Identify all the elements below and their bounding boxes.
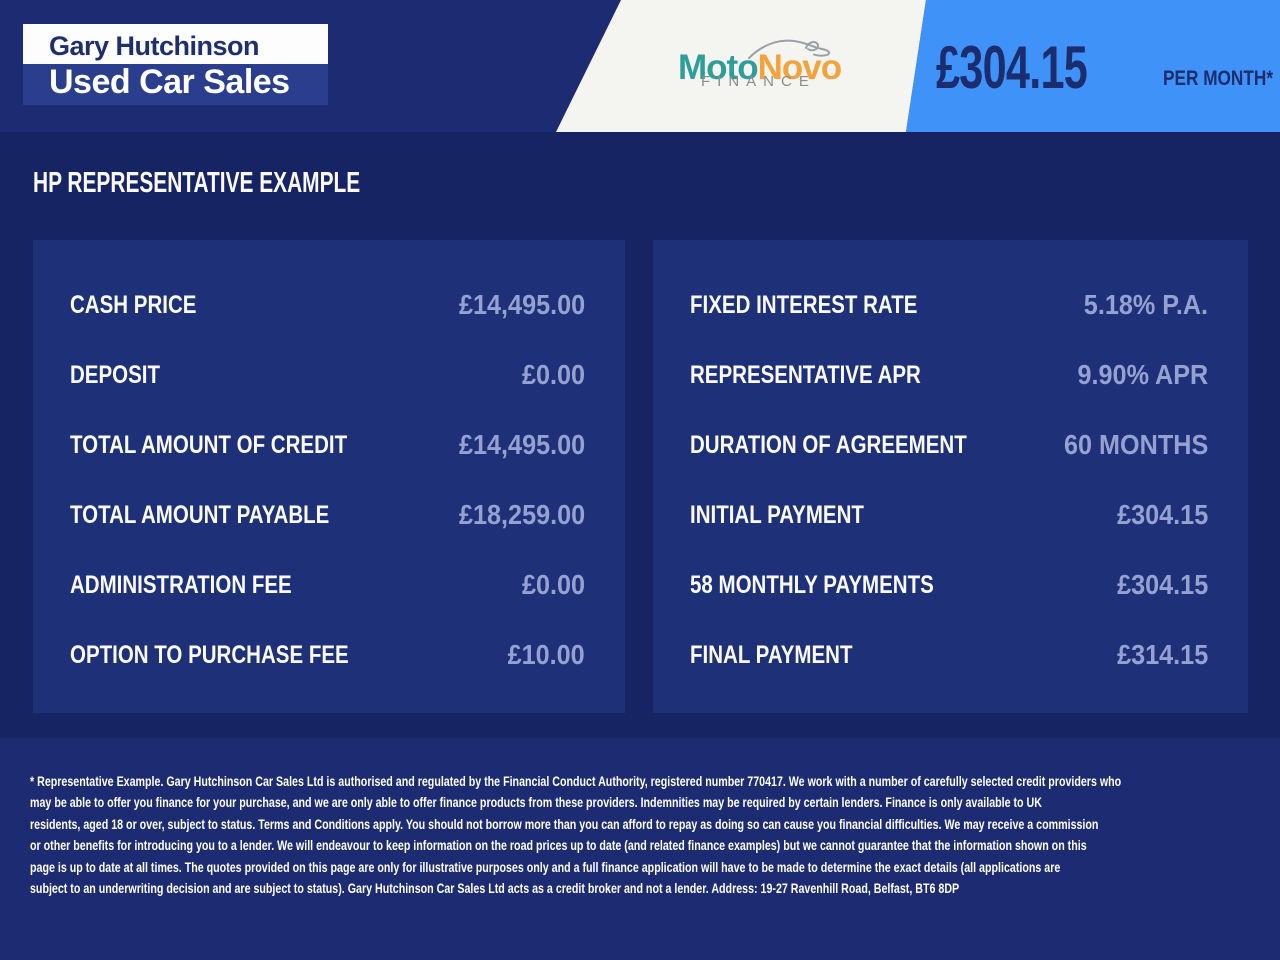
finance-row-label: 58 MONTHLY PAYMENTS [690, 570, 934, 599]
table-row: CASH PRICE £14,495.00 [70, 270, 585, 340]
disclaimer-text: * Representative Example. Gary Hutchinso… [30, 771, 1280, 899]
finance-row-label: CASH PRICE [70, 290, 197, 319]
finance-logo-novo: Novo [757, 48, 842, 87]
header: Gary Hutchinson Used Car Sales MotoNovo … [0, 0, 1280, 132]
finance-row-label: FINAL PAYMENT [690, 640, 853, 669]
disclaimer-line: may be able to offer you finance for you… [30, 794, 1042, 811]
finance-row-value: 5.18% P.A. [1083, 289, 1208, 320]
finance-logo-moto: Moto [678, 48, 759, 87]
finance-panel-right: FIXED INTEREST RATE 5.18% P.A. REPRESENT… [653, 240, 1248, 713]
table-row: FINAL PAYMENT £314.15 [690, 620, 1208, 690]
table-row: INITIAL PAYMENT £304.15 [690, 480, 1208, 550]
finance-row-value: £10.00 [507, 639, 585, 670]
finance-row-value: £0.00 [521, 569, 585, 600]
finance-panel-left: CASH PRICE £14,495.00 DEPOSIT £0.00 TOTA… [33, 240, 625, 713]
table-row: 58 MONTHLY PAYMENTS £304.15 [690, 550, 1208, 620]
disclaimer-line: subject to an underwriting decision and … [30, 880, 960, 897]
finance-panels: CASH PRICE £14,495.00 DEPOSIT £0.00 TOTA… [33, 240, 1248, 713]
page-title: HP REPRESENTATIVE EXAMPLE [33, 167, 361, 199]
finance-row-label: INITIAL PAYMENT [690, 500, 864, 529]
finance-row-value: £14,495.00 [458, 429, 585, 460]
finance-row-label: ADMINISTRATION FEE [70, 570, 292, 599]
dealer-logo-line2: Used Car Sales [23, 64, 328, 105]
finance-row-value: £314.15 [1116, 639, 1208, 670]
finance-row-label: DEPOSIT [70, 360, 160, 389]
finance-row-value: £18,259.00 [458, 499, 585, 530]
finance-row-value: £304.15 [1116, 499, 1208, 530]
table-row: REPRESENTATIVE APR 9.90% APR [690, 340, 1208, 410]
car-silhouette-icon [748, 39, 831, 59]
finance-row-label: OPTION TO PURCHASE FEE [70, 640, 349, 669]
disclaimer-line: page is up to date at all times. The quo… [30, 858, 1061, 875]
finance-row-label: TOTAL AMOUNT OF CREDIT [70, 430, 348, 459]
table-row: DEPOSIT £0.00 [70, 340, 585, 410]
finance-row-value: £0.00 [521, 359, 585, 390]
finance-row-value: 60 MONTHS [1063, 429, 1208, 460]
table-row: TOTAL AMOUNT PAYABLE £18,259.00 [70, 480, 585, 550]
finance-logo: MotoNovo [678, 48, 842, 87]
finance-row-label: TOTAL AMOUNT PAYABLE [70, 500, 330, 529]
monthly-price-amount: £304.15 [936, 34, 1088, 101]
finance-row-label: FIXED INTEREST RATE [690, 290, 918, 319]
monthly-price: £304.15 PER MONTH* [936, 38, 1280, 98]
finance-row-value: £14,495.00 [458, 289, 585, 320]
table-row: TOTAL AMOUNT OF CREDIT £14,495.00 [70, 410, 585, 480]
disclaimer-section: * Representative Example. Gary Hutchinso… [0, 738, 1280, 960]
table-row: FIXED INTEREST RATE 5.18% P.A. [690, 270, 1208, 340]
table-row: ADMINISTRATION FEE £0.00 [70, 550, 585, 620]
finance-logo-subtitle: FINANCE [701, 73, 816, 90]
monthly-price-label: PER MONTH* [1162, 67, 1273, 90]
finance-row-label: DURATION OF AGREEMENT [690, 430, 967, 459]
table-row: OPTION TO PURCHASE FEE £10.00 [70, 620, 585, 690]
finance-row-value: 9.90% APR [1077, 359, 1208, 390]
finance-row-value: £304.15 [1116, 569, 1208, 600]
table-row: DURATION OF AGREEMENT 60 MONTHS [690, 410, 1208, 480]
disclaimer-line: or other benefits for introducing you to… [30, 837, 1087, 854]
dealer-logo-line1: Gary Hutchinson [23, 24, 328, 64]
disclaimer-line: * Representative Example. Gary Hutchinso… [30, 773, 1122, 789]
header-blue-band [906, 0, 1280, 132]
dealer-logo: Gary Hutchinson Used Car Sales [23, 24, 328, 105]
header-white-band [556, 0, 926, 132]
disclaimer-line: residents, aged 18 or over, subject to s… [30, 815, 1099, 832]
finance-row-label: REPRESENTATIVE APR [690, 360, 921, 389]
